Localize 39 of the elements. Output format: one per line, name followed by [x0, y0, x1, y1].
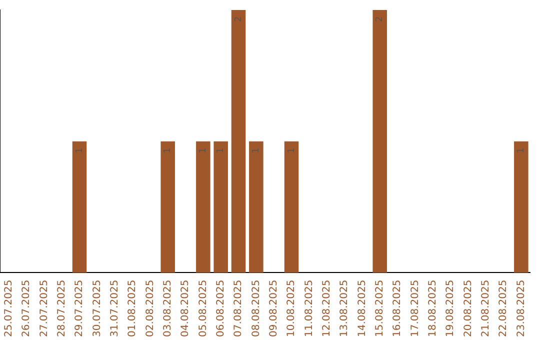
x-tick-label: 22.08.2025 — [498, 280, 510, 338]
data-label: 1 — [216, 148, 226, 154]
data-label: 1 — [74, 148, 85, 154]
x-tick-label: 19.08.2025 — [445, 280, 456, 338]
x-tick-label: 23.08.2025 — [516, 280, 527, 338]
x-tick-label: 31.07.2025 — [109, 280, 120, 338]
x-tick-label: 01.08.2025 — [127, 280, 138, 338]
x-tick-label: 27.07.2025 — [38, 280, 50, 338]
data-label: 1 — [163, 148, 174, 154]
data-label: 1 — [252, 148, 262, 154]
x-tick-label: 05.08.2025 — [198, 280, 209, 338]
x-tick-label: 04.08.2025 — [180, 280, 192, 338]
x-tick-label: 06.08.2025 — [215, 280, 226, 338]
data-label: 1 — [286, 148, 297, 154]
x-tick-label: 18.08.2025 — [427, 280, 438, 338]
x-tick-label: 09.08.2025 — [268, 280, 280, 338]
data-label: 2 — [375, 16, 386, 22]
x-tick-label: 26.07.2025 — [21, 280, 32, 338]
data-label: 1 — [516, 148, 527, 154]
x-tick-label: 20.08.2025 — [462, 280, 474, 338]
x-tick-label: 13.08.2025 — [339, 280, 350, 338]
x-tick-label: 10.08.2025 — [286, 280, 298, 338]
x-tick-label: 03.08.2025 — [162, 280, 174, 338]
data-label: 1 — [198, 148, 209, 154]
x-tick-label: 14.08.2025 — [356, 280, 368, 338]
data-label: 2 — [234, 16, 244, 22]
x-tick-label: 08.08.2025 — [250, 280, 262, 338]
x-tick-label: 28.07.2025 — [56, 280, 68, 338]
x-tick-label: 15.08.2025 — [374, 280, 386, 338]
x-tick-label: 21.08.2025 — [480, 280, 492, 338]
x-tick-label: 12.08.2025 — [321, 280, 332, 338]
x-tick-label: 17.08.2025 — [410, 280, 421, 338]
x-tick-label: 16.08.2025 — [392, 280, 404, 338]
x-tick-label: 02.08.2025 — [144, 280, 156, 338]
x-tick-label: 25.07.2025 — [3, 280, 14, 338]
x-tick-label: 07.08.2025 — [233, 280, 244, 338]
x-tick-label: 11.08.2025 — [304, 280, 315, 338]
x-tick-label: 29.07.2025 — [74, 280, 86, 338]
x-tick-label: 30.07.2025 — [92, 280, 103, 338]
